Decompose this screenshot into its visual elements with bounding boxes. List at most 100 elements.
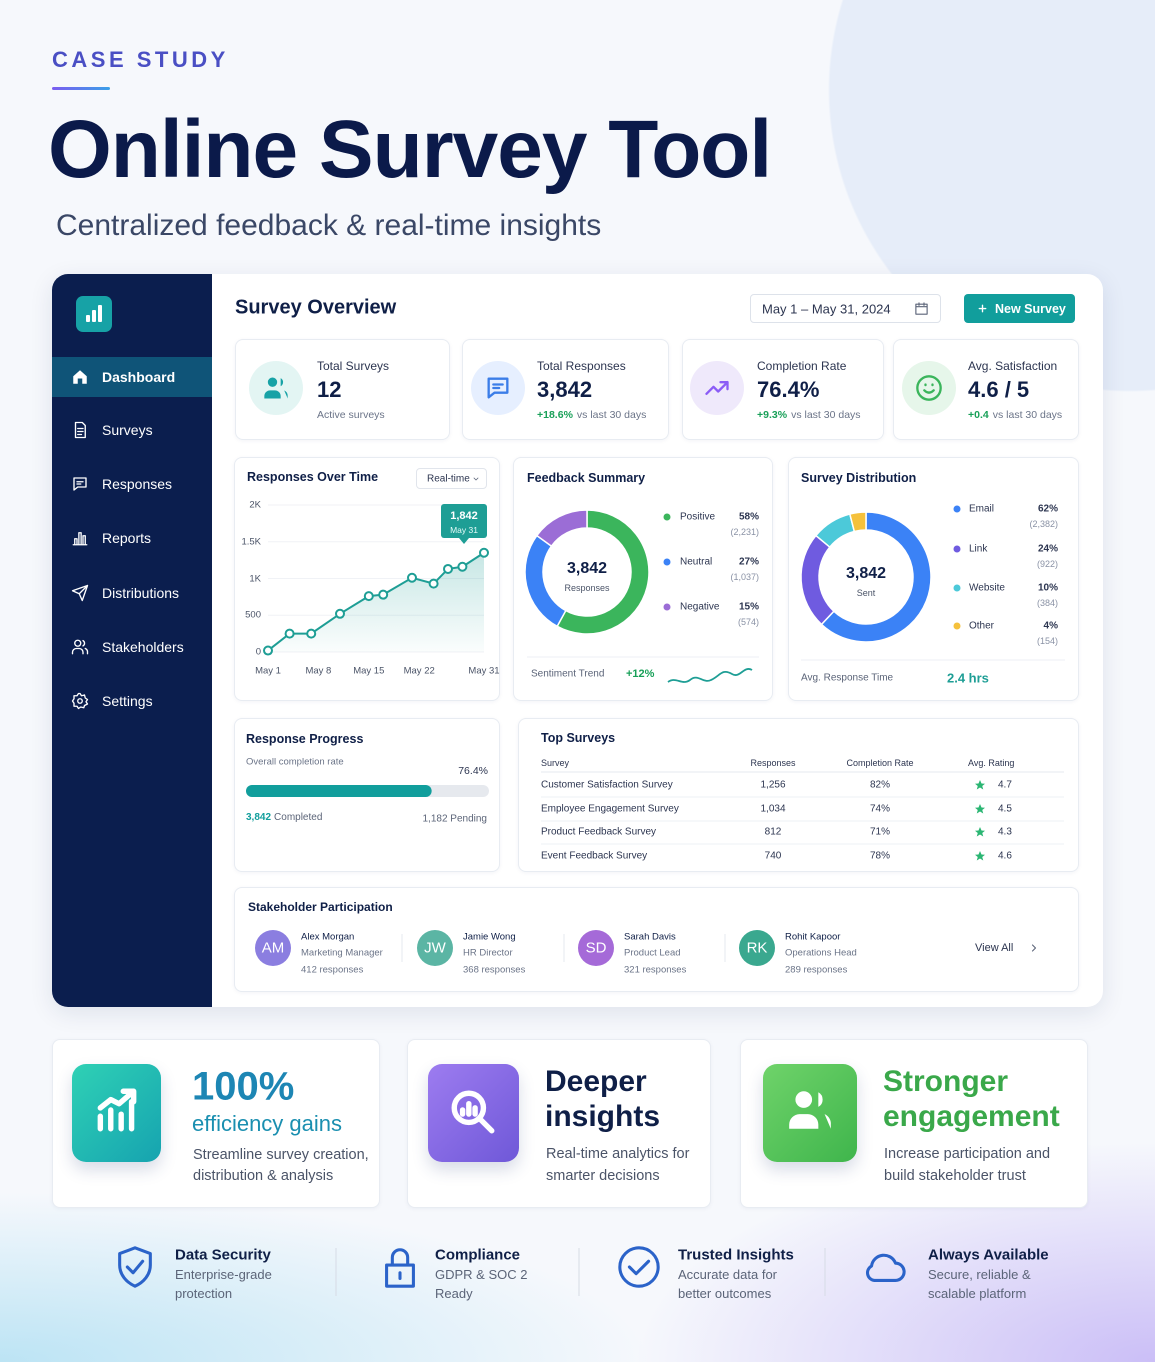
avatar-initials: RK (746, 939, 768, 957)
eyebrow: CASE STUDY (52, 47, 229, 72)
view-all[interactable]: View All (975, 942, 1014, 954)
benefit-text: Increase participation and build stakeho… (884, 1146, 1051, 1184)
page-subtitle: Centralized feedback & real-time insight… (56, 209, 602, 242)
chart-title: Responses Over Time (247, 470, 379, 484)
footer-label: Sentiment Trend (531, 668, 605, 680)
kpi-change: +0.4 (968, 409, 989, 421)
kpi-value: 76.4% (757, 377, 820, 402)
button-label[interactable]: New Survey (995, 302, 1066, 316)
feature-title: Data Security (175, 1246, 271, 1264)
icon-shape (97, 1088, 137, 1132)
card-title: Stakeholder Participation (248, 900, 393, 914)
donut-slice (800, 534, 835, 626)
y-tick-label: 1K (249, 573, 261, 584)
date-range: May 1 – May 31, 2024 (762, 301, 891, 317)
legend-count: (574) (737, 617, 759, 627)
dropdown[interactable] (416, 468, 487, 489)
legend-count: (384) (1036, 598, 1058, 608)
nav-item[interactable]: Responses (102, 476, 173, 492)
legend-label: Neutral (680, 556, 713, 568)
icon-shape (451, 1090, 495, 1134)
table-header: Avg. Rating (968, 758, 1015, 768)
x-tick-label: May 1 (255, 665, 281, 677)
feature-title: Always Available (928, 1246, 1049, 1264)
eyebrow-underline (52, 87, 110, 90)
logo-bar (86, 315, 90, 322)
donut-slice (535, 509, 588, 548)
y-tick-label: 0 (255, 646, 261, 658)
icon (473, 477, 479, 481)
legend-count: (154) (1036, 636, 1058, 646)
icon (705, 380, 729, 395)
avatar (578, 930, 614, 966)
icon-shape (118, 1246, 152, 1288)
tooltip-date: May 31 (450, 525, 478, 535)
point (263, 645, 273, 656)
icon (264, 377, 288, 399)
nav-item[interactable]: Dashboard (102, 369, 176, 385)
benefit-text: Streamline survey creation, distribution… (193, 1147, 369, 1184)
table-cell: 82% (869, 779, 891, 791)
card-subtitle: Overall completion rate (246, 756, 344, 768)
icon-shape (975, 827, 985, 837)
icon-shape (789, 1091, 831, 1129)
nav-item[interactable]: Settings (102, 693, 153, 709)
feature-text: GDPR & SOC 2 Ready (435, 1267, 528, 1301)
dropdown-label[interactable]: Real-time (427, 473, 470, 485)
table-cell: 812 (764, 826, 782, 838)
icon (385, 1248, 415, 1288)
icon-shape (73, 370, 87, 384)
donut-slice (848, 511, 867, 533)
nav-item[interactable]: Reports (102, 530, 152, 546)
avatar-initials: JW (424, 939, 446, 957)
table-cell: Customer Satisfaction Survey (541, 779, 673, 791)
legend-label: Website (969, 582, 1005, 594)
x-tick-label: May 22 (403, 665, 435, 677)
legend-value: 62% (1037, 503, 1058, 515)
person-responses: 368 responses (463, 964, 526, 976)
icon-shape (487, 377, 509, 399)
nav-item[interactable]: Distributions (102, 585, 180, 601)
icon-shape (264, 377, 288, 399)
legend-swatch (663, 603, 671, 611)
nav-item[interactable]: Surveys (102, 422, 153, 438)
legend-label: Link (969, 543, 988, 555)
kpi-note: vs last 30 days (791, 409, 861, 421)
benefit-headline: Stronger engagement (883, 1065, 1060, 1133)
icon (915, 302, 928, 315)
person-name: Rohit Kapoor (785, 931, 841, 943)
icon (487, 377, 509, 399)
icon-shape (72, 532, 88, 546)
kpi-icon-bg (249, 361, 303, 415)
legend-swatch (953, 584, 961, 592)
kpi-note-line: +0.4 vs last 30 days (968, 409, 1062, 421)
table-cell: 74% (869, 803, 891, 815)
date-picker[interactable] (750, 294, 941, 323)
icon (71, 639, 89, 655)
icon-shape (385, 1248, 415, 1288)
icon (975, 780, 985, 790)
table-cell: 78% (869, 850, 891, 862)
icon-shape (866, 1253, 906, 1282)
legend-swatch (953, 505, 961, 513)
avatar-initials: SD (585, 939, 607, 957)
table-header: Responses (750, 758, 796, 768)
legend-swatch (663, 558, 671, 566)
progress-value: 76.4% (458, 765, 488, 777)
legend-value: 58% (738, 511, 759, 523)
legend-label: Other (969, 620, 995, 632)
icon (1031, 944, 1037, 952)
footer-label: Avg. Response Time (801, 672, 894, 684)
table-card (518, 718, 1079, 872)
donut-center-value: 3,842 (845, 565, 887, 582)
icon-shape (975, 804, 985, 814)
table-cell: 4.7 (998, 779, 1012, 791)
progress-pending: 1,182 Pending (422, 813, 487, 825)
icon (73, 370, 87, 384)
person-responses: 321 responses (624, 964, 687, 976)
donut-slice (556, 509, 650, 635)
nav-item[interactable]: Stakeholders (102, 639, 184, 655)
icon-shape (618, 1246, 660, 1288)
point (407, 572, 417, 583)
feature-text: Secure, reliable & scalable platform (928, 1267, 1031, 1301)
